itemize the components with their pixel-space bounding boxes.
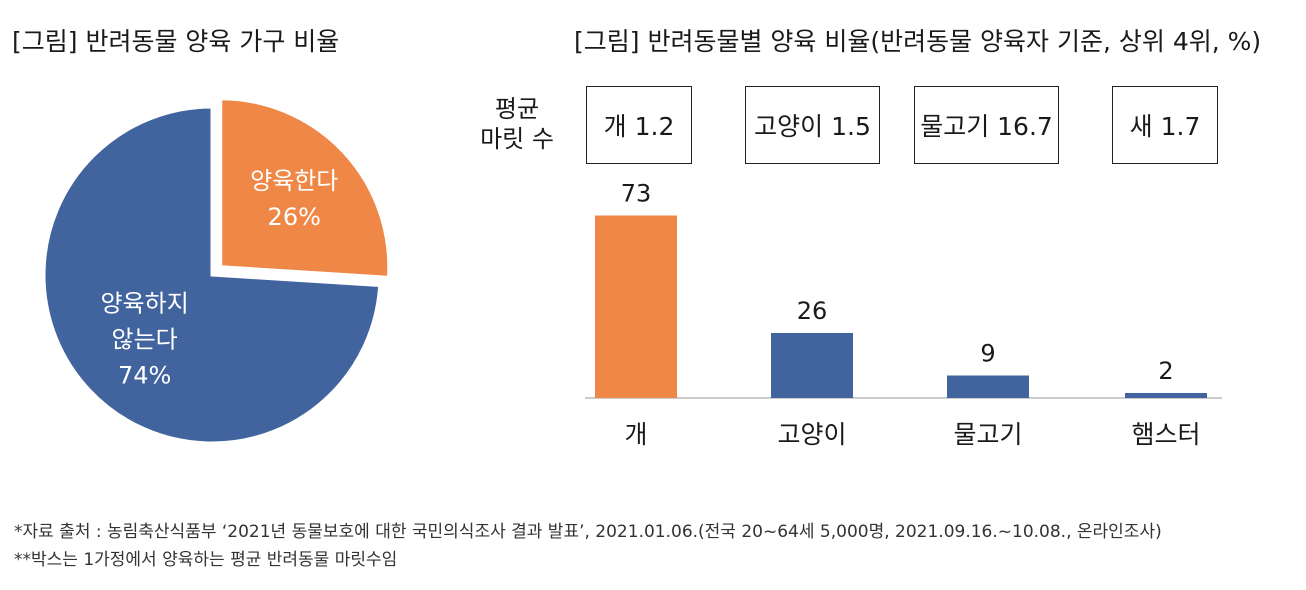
bar-category-label-3: 햄스터	[1131, 420, 1200, 449]
average-count-label-line1: 평균	[494, 95, 540, 123]
footnote-source: *자료 출처 : 농림축산식품부 ‘2021년 동물보호에 대한 국민의식조사 …	[14, 522, 1162, 542]
pie-label-1-1: 않는다	[112, 325, 178, 353]
pie-label-1-2: 74%	[118, 361, 171, 389]
average-box-fish: 물고기 16.7	[914, 86, 1059, 164]
bar-3	[1125, 393, 1207, 398]
pie-label-1-0: 양육하지	[100, 289, 188, 317]
bar-1	[771, 333, 853, 398]
bar-value-label-1: 26	[797, 297, 828, 325]
average-count-label-line2: 마릿 수	[480, 125, 554, 153]
average-box-bird: 새 1.7	[1112, 86, 1218, 164]
average-box-dog: 개 1.2	[586, 86, 692, 164]
bar-value-label-0: 73	[621, 180, 652, 208]
pie-chart-title: [그림] 반려동물 양육 가구 비율	[12, 27, 340, 56]
bar-value-label-3: 2	[1158, 357, 1173, 385]
bar-value-label-2: 9	[980, 340, 995, 368]
pie-label-0-0: 양육한다	[250, 167, 338, 195]
bar-2	[947, 375, 1029, 398]
average-box-cat: 고양이 1.5	[745, 86, 880, 164]
footnote-box-explanation: **박스는 1가정에서 양육하는 평균 반려동물 마릿수임	[14, 550, 398, 570]
pie-label-0-1: 26%	[268, 203, 321, 231]
bar-chart-title: [그림] 반려동물별 양육 비율(반려동물 양육자 기준, 상위 4위, %)	[574, 27, 1262, 56]
bar-category-label-1: 고양이	[777, 420, 846, 449]
average-count-label: 평균 마릿 수	[472, 94, 562, 154]
bar-0	[595, 215, 677, 398]
pie-slice-not-raise	[42, 105, 382, 445]
bar-category-label-2: 물고기	[953, 420, 1022, 449]
bar-category-label-0: 개	[624, 420, 647, 449]
pie-slice-raise	[219, 97, 391, 279]
